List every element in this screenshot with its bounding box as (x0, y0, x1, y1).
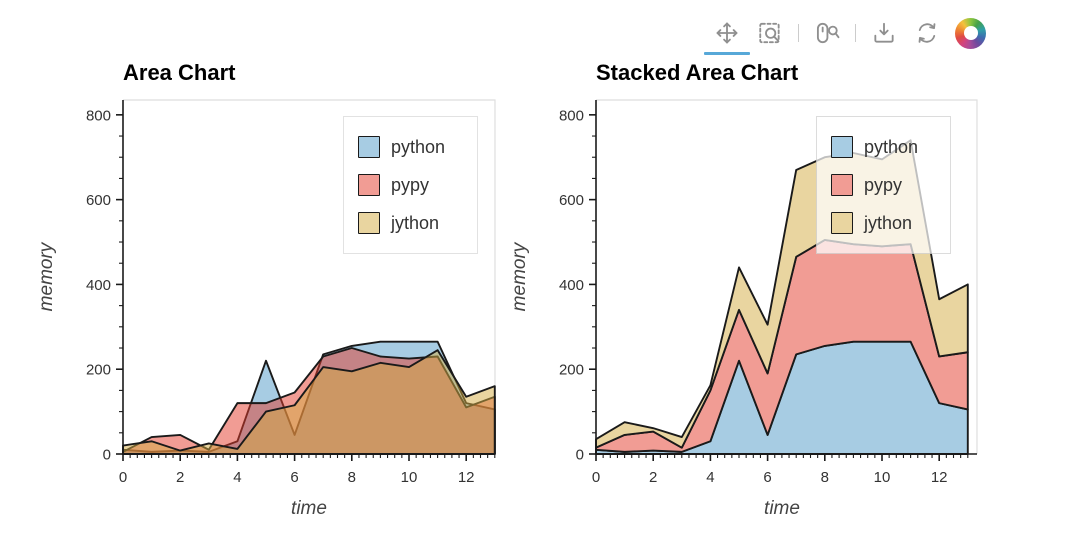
x-axis-label: time (291, 498, 327, 519)
x-tick-label: 0 (119, 469, 127, 486)
x-tick-label: 6 (290, 469, 298, 486)
y-tick-label: 600 (86, 192, 111, 209)
box-zoom-tool-button[interactable] (755, 18, 785, 48)
wheel-zoom-tool-button[interactable] (812, 18, 842, 48)
x-tick-label: 12 (931, 469, 948, 486)
y-tick-label: 400 (86, 277, 111, 294)
legend-item-pypy: pypy (831, 174, 950, 196)
x-tick-label: 2 (176, 469, 184, 486)
x-tick-label: 4 (706, 469, 714, 486)
mouse-wheel-zoom-icon (816, 22, 840, 44)
legend-item-pypy: pypy (358, 174, 477, 196)
x-tick-label: 12 (458, 469, 475, 486)
legend-item-python: python (831, 136, 950, 158)
legend-label: jython (391, 213, 440, 233)
y-tick-label: 0 (103, 447, 111, 464)
legend-swatch-pypy (358, 174, 380, 196)
y-tick-label: 0 (576, 447, 584, 464)
reset-tool-button[interactable] (912, 18, 942, 48)
legend: python pypy jython (816, 116, 951, 254)
chart-title: Area Chart (123, 60, 236, 85)
box-zoom-magnifier-icon (759, 22, 780, 44)
area-chart-figure: Area Chart memory 0 2 4 6 8 10 12 0 200 400 600 800… (36, 60, 496, 519)
legend-label: python (391, 137, 446, 157)
area-chart-plot[interactable]: 0 2 4 6 8 10 12 0 200 400 600 800 (86, 99, 496, 486)
y-axis-label: memory (509, 242, 530, 312)
legend-item-jython: jython (831, 212, 950, 234)
download-icon (874, 22, 894, 43)
toolbar-separator (855, 24, 856, 42)
y-tick-label: 400 (559, 277, 584, 294)
y-tick-label: 600 (559, 192, 584, 209)
x-tick-label: 8 (348, 469, 356, 486)
x-tick-label: 10 (401, 469, 418, 486)
move-arrows-icon (716, 22, 738, 44)
x-axis-label: time (764, 498, 800, 519)
legend-label: pypy (391, 175, 430, 195)
legend-swatch-pypy (831, 174, 853, 196)
x-tick-label: 4 (233, 469, 241, 486)
x-tick-label: 0 (592, 469, 600, 486)
x-tick-label: 10 (874, 469, 891, 486)
legend-label: python (864, 137, 919, 157)
legend-label: pypy (864, 175, 903, 195)
y-tick-label: 200 (86, 362, 111, 379)
x-tick-label: 8 (821, 469, 829, 486)
y-tick-label: 800 (559, 107, 584, 124)
pan-tool-button[interactable] (712, 18, 742, 48)
legend-swatch-python (358, 136, 380, 158)
legend: python pypy jython (343, 116, 478, 254)
bokeh-logo[interactable] (955, 17, 986, 49)
refresh-icon (918, 23, 936, 43)
chart-title: Stacked Area Chart (596, 60, 799, 85)
legend-swatch-jython (358, 212, 380, 234)
y-axis-label: memory (36, 242, 57, 312)
stacked-area-chart-figure: Stacked Area Chart memory 0 2 4 6 8 10 12 0 200 4… (473, 0, 1013, 542)
legend-item-python: python (358, 136, 477, 158)
legend-swatch-jython (831, 212, 853, 234)
toolbar-separator (798, 24, 799, 42)
x-tick-label: 6 (763, 469, 771, 486)
save-tool-button[interactable] (869, 18, 899, 48)
toolbar (712, 15, 986, 51)
x-tick-label: 2 (649, 469, 657, 486)
y-tick-label: 800 (86, 107, 111, 124)
legend-label: jython (864, 213, 913, 233)
y-tick-label: 200 (559, 362, 584, 379)
legend-item-jython: jython (358, 212, 477, 234)
legend-swatch-python (831, 136, 853, 158)
